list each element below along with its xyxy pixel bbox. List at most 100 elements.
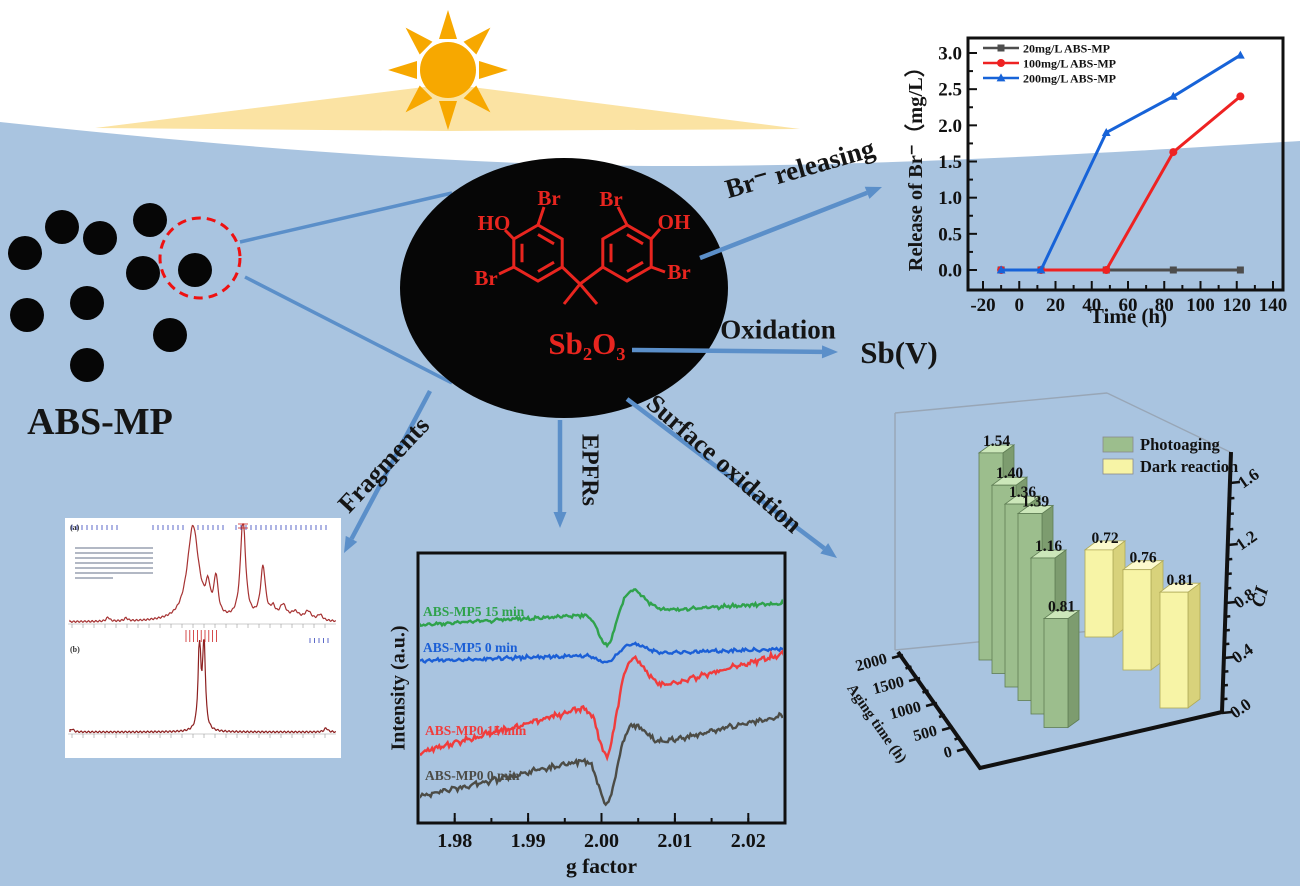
nmr-paper (65, 518, 341, 758)
sun-ray (463, 27, 491, 55)
bar-front (1084, 549, 1114, 638)
bar-front (1122, 569, 1152, 671)
marker-circle (1102, 266, 1111, 274)
abs-mp-particle (126, 256, 160, 290)
br-chart-y-axis-label: Release of Br⁻（mg/L） (905, 56, 927, 272)
legend-label: 200mg/L ABS-MP (1023, 72, 1116, 86)
y-tick-label: 1.0 (938, 188, 962, 209)
nmr-panel-b-label: (b) (70, 645, 80, 654)
ci-tick-label: 0.4 (1228, 639, 1257, 667)
marker-circle (997, 59, 1005, 67)
abs-mp-particle (153, 318, 187, 352)
epr-trace-0 (420, 588, 783, 649)
aging-tick-label: 500 (911, 722, 939, 745)
axis-tick-labels: -20 0 20 40 60 80 100 120 140 0.0 0.5 1.0 1.5 2.0 2.5 3… (938, 44, 1287, 316)
magnifier-dashed-circle (158, 216, 242, 300)
axis-ticks (968, 52, 1274, 290)
epr-series-label-absmp5-0min: ABS-MP5 0 min (423, 640, 518, 655)
marker-square (1169, 266, 1177, 274)
bar-value-label: 0.81 (1048, 599, 1075, 616)
bar-value-label: 0.72 (1091, 530, 1118, 547)
x-axis-label: g factor (566, 854, 637, 878)
marker-circle (1236, 92, 1245, 101)
nmr-trace-a (69, 523, 337, 624)
epr-y-axis-label: Intensity (a.u.) (387, 625, 410, 751)
legend: Photoaging Dark reaction (1102, 435, 1238, 476)
sun-ray (439, 101, 457, 130)
x-tick-label: -20 (970, 295, 995, 316)
sun-ray (405, 85, 433, 113)
photoaging-bar: 0.81 (1042, 599, 1081, 729)
epr-trace-3 (420, 711, 783, 807)
abs-mp-particle (8, 236, 42, 270)
x-tick-label: 20 (1046, 295, 1065, 316)
x-tick-label: 1.98 (437, 830, 472, 852)
plot-frame (966, 36, 1285, 292)
legend-label: Dark reaction (1140, 457, 1238, 476)
atom-label-br-br: Br (667, 260, 690, 284)
marker-square (1236, 266, 1244, 274)
epr-trace-2 (420, 649, 783, 762)
magnifier-cone-lines (239, 191, 453, 385)
dark-reaction-bar: 0.81 (1158, 572, 1202, 709)
arrowhead-icon (344, 535, 358, 553)
bar-front (1043, 618, 1069, 728)
nmr-axis-rows (68, 623, 336, 738)
ci-tick-label: 1.2 (1232, 527, 1260, 555)
axis-tick-labels: 1.98 1.99 2.00 2.01 2.02 (437, 830, 766, 852)
legend-label: 100mg/L ABS-MP (1023, 57, 1116, 71)
atom-label-br-bl: Br (474, 266, 497, 290)
aging-tick-label: 1500 (871, 673, 906, 698)
y-tick-label: 3.0 (938, 44, 962, 65)
nmr-red-annotations (185, 523, 248, 642)
series-triangle (996, 50, 1245, 274)
marker-circle (1169, 148, 1178, 157)
x-tick-label: 40 (1082, 295, 1101, 316)
abs-mp-particles (8, 203, 212, 382)
ci-axis-ticks (1221, 480, 1241, 715)
bar-value-label: 1.40 (996, 465, 1023, 482)
arrow-fragments (344, 389, 432, 553)
sun-ray (463, 85, 491, 113)
arrowhead-icon (864, 186, 882, 199)
atom-label-oh: OH (658, 210, 691, 234)
sun-ray (388, 61, 417, 79)
y-tick-label: 2.5 (938, 80, 962, 101)
bar-value-label: 1.54 (983, 433, 1010, 450)
back-frame (894, 392, 1231, 651)
bar-value-label: 1.16 (1035, 538, 1062, 555)
bar-value-label: 1.39 (1022, 494, 1049, 511)
sun-disc (420, 42, 476, 98)
abs-mp-particle (83, 221, 117, 255)
atom-label-ho: HO (478, 211, 511, 235)
ci-axis (1220, 451, 1233, 713)
legend-label: 20mg/L ABS-MP (1023, 42, 1110, 56)
series-circle (997, 92, 1245, 274)
epfrs-label: EPFRs (576, 434, 603, 506)
y-tick-label: 0.5 (938, 224, 962, 245)
x-tick-label: 100 (1186, 295, 1215, 316)
aging-axis-ticks (891, 653, 969, 753)
sun-ray (479, 61, 508, 79)
ci-axis-label: CI (1248, 584, 1274, 609)
bar-value-label: 0.81 (1166, 572, 1193, 589)
x-tick-label: 2.00 (584, 830, 619, 852)
arrowhead-icon (821, 345, 838, 359)
marker-triangle (996, 73, 1006, 82)
tbbpa-molecule: HO Br Br Br OH Br (474, 186, 691, 305)
legend-swatch (1102, 458, 1134, 475)
x-tick-label: 0 (1015, 295, 1025, 316)
br-release-chart: -20 0 20 40 60 80 100 120 140 0.0 0.5 1.0 1.5 2.0 2.5 3… (938, 36, 1287, 328)
aged-particle-ellipse (400, 158, 728, 418)
marker-triangle (996, 265, 1006, 274)
nmr-text-block (75, 547, 153, 579)
arrowhead-icon (820, 543, 837, 558)
dark-reaction-bar: 0.72 (1083, 530, 1127, 638)
epr-series-label-absmp0-15min: ABS-MP0 15 min (425, 723, 527, 738)
nmr-trace-b (69, 639, 337, 734)
x-tick-label: 2.02 (731, 830, 766, 852)
arrow-oxidation (631, 345, 838, 359)
series-line (1001, 53, 1242, 272)
arrow-surface-oxidation (625, 397, 837, 558)
